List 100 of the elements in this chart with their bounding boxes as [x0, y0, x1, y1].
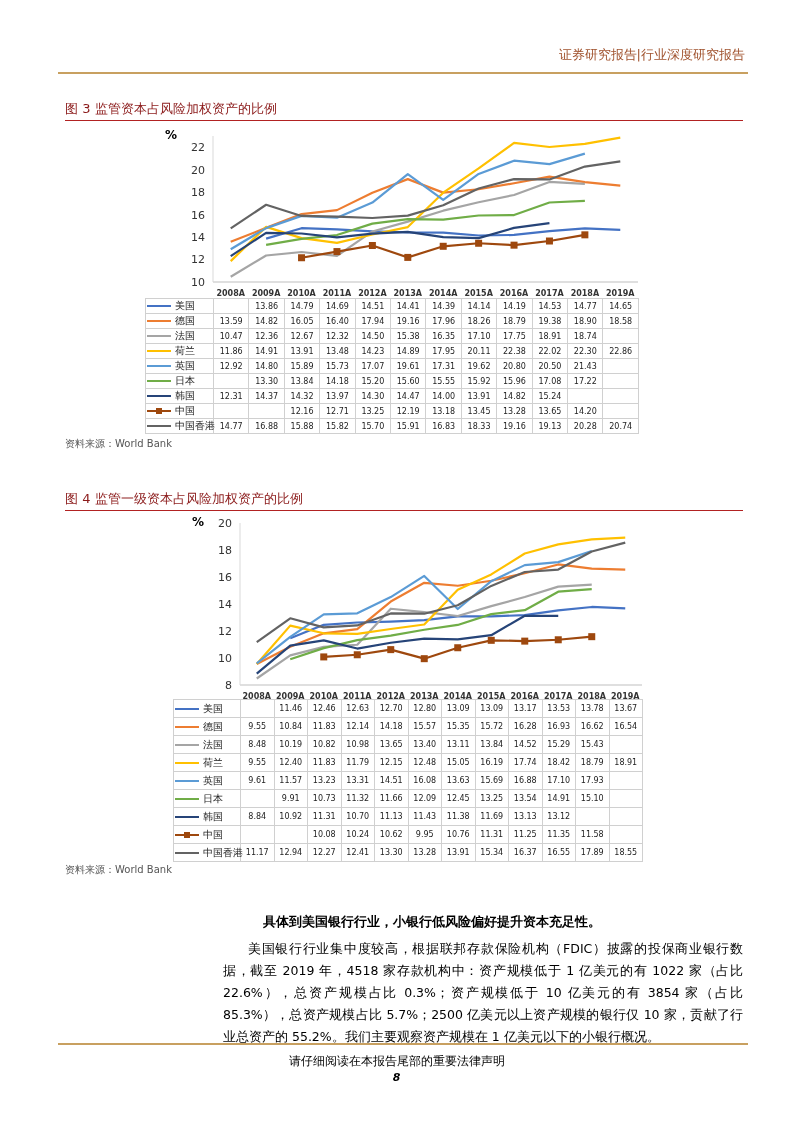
data-label: 21.43 — [567, 358, 603, 374]
point — [333, 248, 341, 256]
data-label: 14.65 — [602, 298, 639, 314]
data-label: 11.38 — [441, 807, 475, 826]
point — [439, 242, 447, 250]
data-label: 9.55 — [240, 717, 274, 736]
data-label: 15.10 — [575, 789, 609, 808]
x-tick-label: 2018A — [577, 691, 607, 701]
data-label: 13.18 — [425, 403, 462, 419]
data-label: 16.37 — [508, 843, 542, 862]
y-axis-title: % — [192, 515, 205, 529]
data-label: 17.31 — [425, 358, 462, 374]
x-tick-label: 2009A — [251, 288, 282, 298]
data-label: 14.51 — [374, 771, 408, 790]
data-label: 13.28 — [496, 403, 533, 419]
x-tick-label: 2014A — [428, 288, 459, 298]
line-series — [289, 588, 593, 661]
data-label: 14.91 — [542, 789, 576, 808]
y-tick-label: 16 — [191, 208, 205, 222]
data-label: 13.67 — [609, 699, 643, 718]
data-label: 12.41 — [341, 843, 375, 862]
x-tick-label: 2011A — [343, 691, 373, 701]
data-label: 11.58 — [575, 825, 609, 844]
data-label: 11.13 — [374, 807, 408, 826]
data-label: 15.72 — [475, 717, 509, 736]
line-series — [229, 180, 586, 278]
chart-title: 图 3 监管资本占风险加权资产的比例 — [65, 100, 277, 118]
y-tick-label: 22 — [191, 141, 205, 155]
data-label: 12.19 — [390, 403, 426, 419]
data-label: 14.47 — [390, 388, 426, 404]
legend-label: 德国 — [173, 717, 241, 736]
data-label: 10.24 — [341, 825, 375, 844]
y-tick-label: 16 — [218, 570, 232, 584]
data-label: 15.73 — [319, 358, 356, 374]
point — [521, 637, 529, 645]
data-label: 17.89 — [575, 843, 609, 862]
data-label: 13.30 — [374, 843, 408, 862]
data-label: 15.96 — [496, 373, 533, 389]
data-label: 13.31 — [341, 771, 375, 790]
data-label: 17.93 — [575, 771, 609, 790]
y-tick-label: 20 — [191, 163, 205, 177]
text: 请仔细阅读在本报告尾部的重要法律声明 — [287, 1053, 506, 1070]
data-label: 8.84 — [240, 807, 274, 826]
data-label: 13.91 — [461, 388, 497, 404]
data-label: 14.89 — [390, 343, 426, 359]
data-label: 10.62 — [374, 825, 408, 844]
point — [487, 636, 495, 644]
legend-label: 美国 — [173, 699, 241, 718]
data-label: 16.62 — [575, 717, 609, 736]
line-series — [265, 227, 622, 240]
data-label: 17.10 — [461, 328, 497, 344]
data-label: 22.38 — [496, 343, 533, 359]
line-series — [229, 222, 551, 258]
legend-label: 中国 — [145, 403, 214, 419]
data-label: 14.18 — [374, 717, 408, 736]
legend-label: 德国 — [145, 313, 214, 329]
data-label: 13.25 — [355, 403, 391, 419]
data-label: 15.60 — [390, 373, 426, 389]
x-tick-label: 2009A — [276, 691, 306, 701]
data-label: 18.33 — [461, 418, 497, 434]
data-label: 10.84 — [274, 717, 308, 736]
data-label: 18.79 — [496, 313, 533, 329]
x-tick-label: 2010A — [287, 288, 317, 298]
x-tick-label: 2011A — [322, 288, 352, 298]
data-label: 15.20 — [355, 373, 391, 389]
legend-label: 荷兰 — [173, 753, 241, 772]
data-label: 11.35 — [542, 825, 576, 844]
data-label: 11.57 — [274, 771, 308, 790]
point — [387, 646, 395, 654]
data-label: 12.48 — [408, 753, 442, 772]
data-label: 14.69 — [319, 298, 356, 314]
line-series — [265, 199, 586, 247]
data-label: 17.94 — [355, 313, 391, 329]
data-label: 12.09 — [408, 789, 442, 808]
point — [475, 239, 483, 247]
line-series — [229, 136, 622, 263]
data-label: 10.08 — [307, 825, 341, 844]
data-label: 18.79 — [575, 753, 609, 772]
y-tick-label: 10 — [218, 651, 232, 665]
data-label: 17.07 — [355, 358, 391, 374]
data-label: 11.66 — [374, 789, 408, 808]
data-label: 16.08 — [408, 771, 442, 790]
data-label: 14.51 — [355, 298, 391, 314]
data-label: 12.40 — [274, 753, 308, 772]
point — [510, 241, 518, 249]
data-label: 11.17 — [245, 848, 269, 857]
y-tick-label: 12 — [191, 253, 205, 267]
data-label: 12.27 — [307, 843, 341, 862]
data-label: 16.28 — [508, 717, 542, 736]
data-label: 11.43 — [408, 807, 442, 826]
data-label: 22.30 — [567, 343, 603, 359]
point — [298, 254, 306, 262]
data-label: 13.45 — [461, 403, 497, 419]
point — [588, 633, 596, 641]
data-label: 15.35 — [441, 717, 475, 736]
data-label: 13.17 — [508, 699, 542, 718]
data-label: 12.32 — [319, 328, 356, 344]
data-label: 9.91 — [274, 789, 308, 808]
data-label: 17.08 — [532, 373, 568, 389]
x-tick-label: 2012A — [358, 288, 388, 298]
